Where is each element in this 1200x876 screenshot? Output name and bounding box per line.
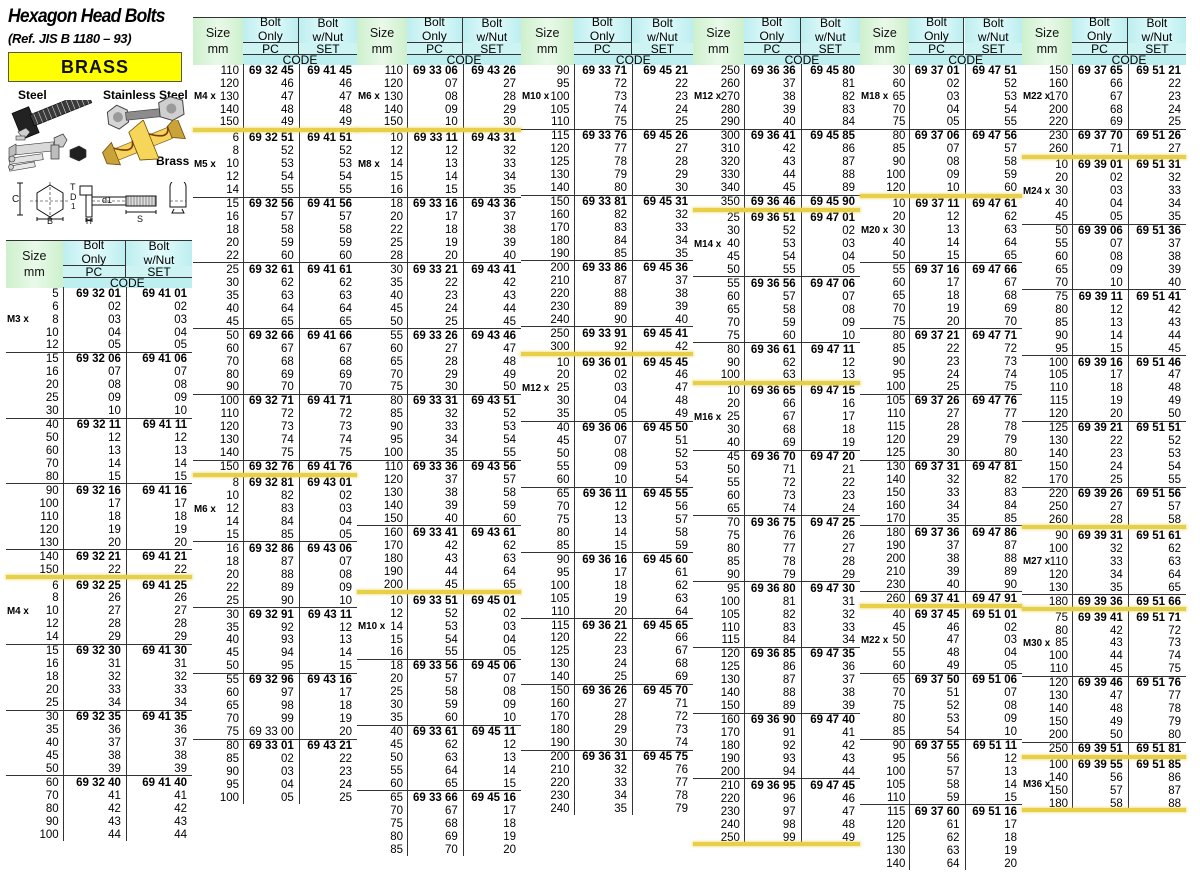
svg-text:B: B [47, 216, 53, 224]
svg-text:T: T [70, 182, 76, 192]
svg-text:1: 1 [71, 202, 76, 211]
svg-text:d1: d1 [102, 195, 112, 205]
svg-text:H: H [86, 217, 92, 224]
svg-text:D: D [70, 192, 77, 202]
svg-text:C: C [12, 194, 19, 205]
svg-text:S: S [137, 214, 143, 224]
